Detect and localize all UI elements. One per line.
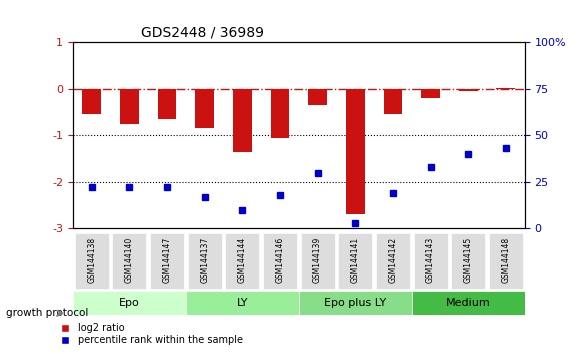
FancyBboxPatch shape — [489, 233, 523, 289]
FancyBboxPatch shape — [376, 233, 410, 289]
FancyBboxPatch shape — [73, 291, 186, 315]
Text: GSM144146: GSM144146 — [275, 236, 285, 283]
FancyBboxPatch shape — [263, 233, 297, 289]
Bar — [120, 89, 139, 124]
Legend: log2 ratio, percentile rank within the sample: log2 ratio, percentile rank within the s… — [51, 319, 247, 349]
FancyBboxPatch shape — [226, 233, 259, 289]
Text: GSM144144: GSM144144 — [238, 236, 247, 283]
Bar — [497, 88, 515, 89]
Text: Epo plus LY: Epo plus LY — [324, 298, 387, 308]
Bar — [459, 89, 477, 91]
Text: GSM144141: GSM144141 — [351, 237, 360, 283]
Text: GSM144147: GSM144147 — [163, 236, 171, 283]
Bar — [346, 89, 365, 215]
FancyBboxPatch shape — [413, 233, 448, 289]
Text: GSM144148: GSM144148 — [501, 237, 510, 283]
FancyBboxPatch shape — [301, 233, 335, 289]
Text: LY: LY — [237, 298, 248, 308]
Bar — [384, 89, 402, 114]
Text: growth protocol: growth protocol — [6, 308, 88, 318]
FancyBboxPatch shape — [113, 233, 146, 289]
Text: GSM144145: GSM144145 — [463, 236, 473, 283]
Text: GSM144143: GSM144143 — [426, 236, 435, 283]
FancyBboxPatch shape — [188, 233, 222, 289]
Text: GSM144137: GSM144137 — [200, 236, 209, 283]
Text: GSM144139: GSM144139 — [313, 236, 322, 283]
Bar — [82, 89, 101, 114]
Bar — [233, 89, 252, 152]
FancyBboxPatch shape — [412, 291, 525, 315]
Text: GSM144138: GSM144138 — [87, 237, 96, 283]
Text: GDS2448 / 36989: GDS2448 / 36989 — [141, 26, 264, 40]
Text: Epo: Epo — [119, 298, 140, 308]
FancyBboxPatch shape — [186, 291, 299, 315]
Bar — [271, 89, 289, 138]
Bar — [195, 89, 214, 129]
FancyBboxPatch shape — [150, 233, 184, 289]
Text: GSM144140: GSM144140 — [125, 236, 134, 283]
Text: Medium: Medium — [446, 298, 491, 308]
FancyBboxPatch shape — [75, 233, 108, 289]
FancyBboxPatch shape — [451, 233, 485, 289]
Bar — [421, 89, 440, 98]
Bar — [157, 89, 177, 119]
Text: GSM144142: GSM144142 — [388, 237, 398, 283]
FancyBboxPatch shape — [299, 291, 412, 315]
Bar — [308, 89, 327, 105]
FancyBboxPatch shape — [338, 233, 372, 289]
